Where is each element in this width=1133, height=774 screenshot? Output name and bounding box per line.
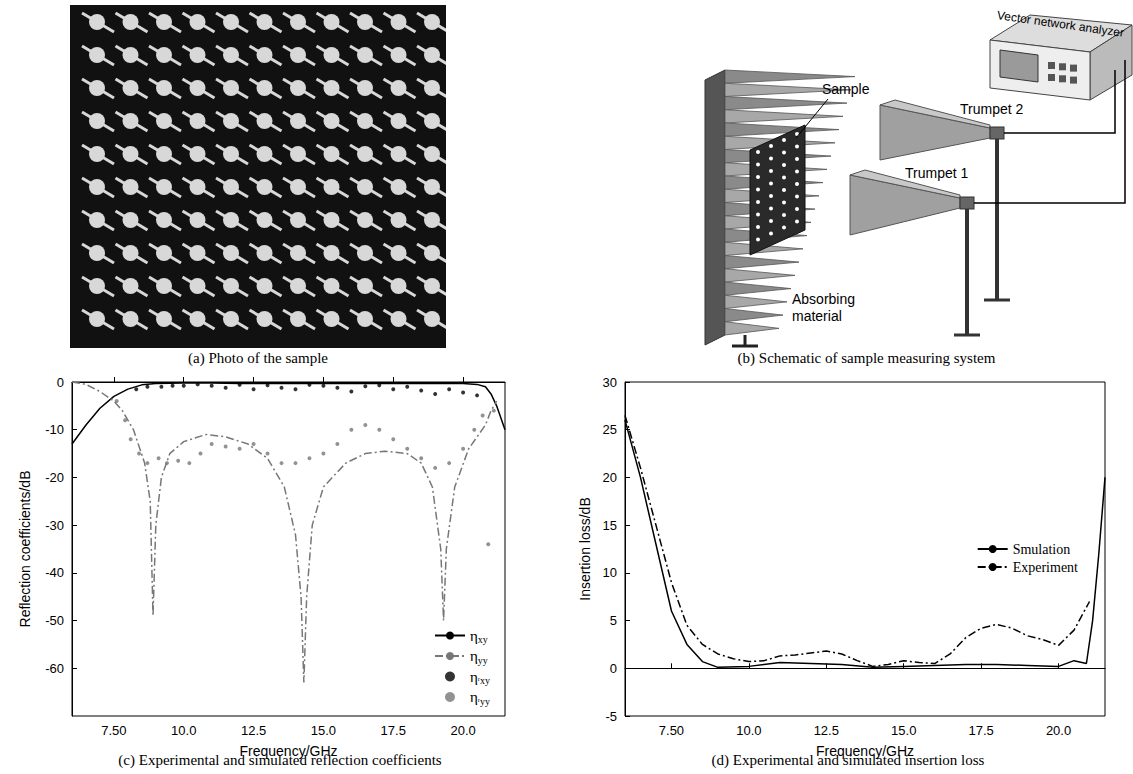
svg-text:η: η xyxy=(470,689,478,705)
svg-text:η: η xyxy=(470,669,478,685)
svg-text:-50: -50 xyxy=(45,613,64,628)
svg-text:Sample: Sample xyxy=(822,81,870,97)
svg-text:η: η xyxy=(470,628,478,644)
html-text:(a) Photo of the sample: (a) Photo of the sample xyxy=(188,350,328,366)
svg-text:-40: -40 xyxy=(45,565,64,580)
svg-text:10.0: 10.0 xyxy=(736,723,761,738)
svg-text:-10: -10 xyxy=(45,422,64,437)
svg-text:17.5: 17.5 xyxy=(381,723,406,738)
svg-text:yy: yy xyxy=(478,655,488,666)
svg-text:20.0: 20.0 xyxy=(1046,723,1071,738)
svg-text:material: material xyxy=(792,308,842,324)
svg-text:15: 15 xyxy=(603,518,617,533)
svg-text:17.5: 17.5 xyxy=(968,723,993,738)
svg-text:7.50: 7.50 xyxy=(659,723,684,738)
html-text:(b) Schematic of sample measur: (b) Schematic of sample measuring system xyxy=(737,350,996,366)
svg-text:-20: -20 xyxy=(45,470,64,485)
svg-text:-5: -5 xyxy=(605,709,617,724)
svg-text:(d) Experimental and simulated: (d) Experimental and simulated insertion… xyxy=(712,752,985,769)
svg-text:η: η xyxy=(470,648,478,664)
svg-text:12.5: 12.5 xyxy=(814,723,839,738)
svg-text:25: 25 xyxy=(603,422,617,437)
svg-text:7.50: 7.50 xyxy=(101,723,126,738)
svg-text:Trumpet 1: Trumpet 1 xyxy=(905,165,968,181)
svg-text:Smulation: Smulation xyxy=(1013,542,1071,557)
svg-text:ʳxy: ʳxy xyxy=(478,675,490,686)
svg-text:Insertion loss/dB: Insertion loss/dB xyxy=(577,497,593,601)
svg-text:30: 30 xyxy=(603,375,617,390)
svg-text:15.0: 15.0 xyxy=(891,723,916,738)
svg-text:Absorbing: Absorbing xyxy=(792,291,855,307)
svg-text:Trumpet 2: Trumpet 2 xyxy=(960,101,1023,117)
svg-text:-30: -30 xyxy=(45,518,64,533)
svg-text:10: 10 xyxy=(603,565,617,580)
svg-text:10.0: 10.0 xyxy=(171,723,196,738)
svg-text:ʳyy: ʳyy xyxy=(478,696,490,707)
svg-text:0: 0 xyxy=(57,375,64,390)
svg-text:(c) Experimental and simulated: (c) Experimental and simulated reflectio… xyxy=(118,752,441,769)
svg-text:12.5: 12.5 xyxy=(241,723,266,738)
svg-text:0: 0 xyxy=(610,661,617,676)
svg-text:xy: xy xyxy=(478,634,488,645)
svg-text:-60: -60 xyxy=(45,661,64,676)
svg-text:Experiment: Experiment xyxy=(1013,560,1078,575)
svg-text:20: 20 xyxy=(603,470,617,485)
svg-text:5: 5 xyxy=(610,613,617,628)
svg-text:Vector network analyzer: Vector network analyzer xyxy=(996,8,1125,40)
svg-text:15.0: 15.0 xyxy=(311,723,336,738)
svg-text:20.0: 20.0 xyxy=(450,723,475,738)
svg-text:Reflection coefficients/dB: Reflection coefficients/dB xyxy=(17,471,33,628)
